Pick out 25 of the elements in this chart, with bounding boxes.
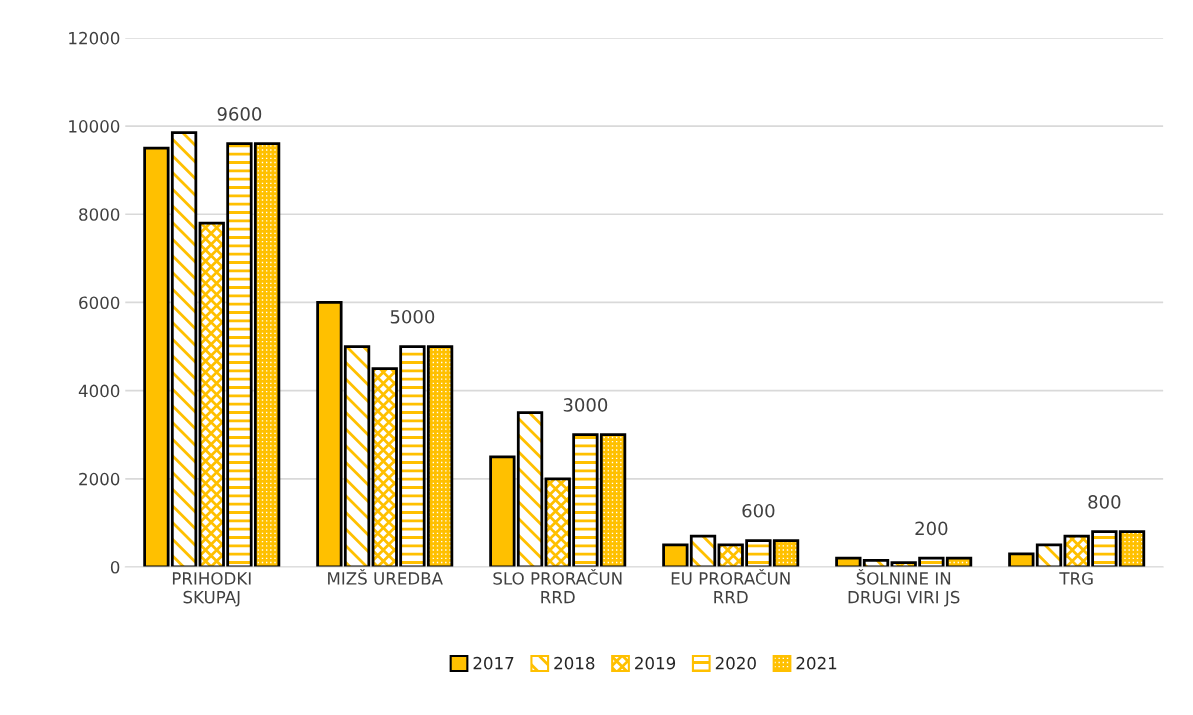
y-tick-label: 0: [110, 560, 120, 574]
x-tick-label: SLO PRORAČUN RRD: [493, 569, 622, 604]
y-tick-label: 12000: [69, 31, 120, 45]
data-label: 800: [1088, 495, 1121, 509]
data-label: 5000: [390, 309, 435, 324]
legend-label: 2019: [635, 656, 676, 670]
bar: [1008, 552, 1035, 567]
x-tick-label: PRIHODKI SKUPAJ: [172, 572, 251, 607]
y-tick-label: 4000: [78, 384, 120, 398]
x-tick-label: ŠOLNINE IN DRUGI VIRI JS: [848, 569, 960, 607]
y-tick-label: 6000: [79, 296, 120, 310]
y-tick-label: 10000: [69, 120, 120, 133]
data-label: 200: [915, 521, 948, 536]
legend-label: 2017: [473, 656, 514, 670]
data-label: 3000: [563, 398, 608, 412]
legend-label: 2018: [554, 656, 595, 670]
x-tick-label: TRG: [1059, 572, 1093, 585]
y-tick-label: 2000: [79, 472, 120, 486]
legend-label: 2020: [715, 656, 756, 670]
legend-label: 2021: [796, 656, 837, 670]
x-tick-label: EU PRORAČUN RRD: [671, 569, 790, 604]
data-label: 600: [742, 503, 775, 518]
y-tick-label: 8000: [79, 208, 120, 221]
x-tick-label: MIZŠ UREDBA: [328, 569, 443, 585]
data-label: 9600: [217, 107, 262, 121]
